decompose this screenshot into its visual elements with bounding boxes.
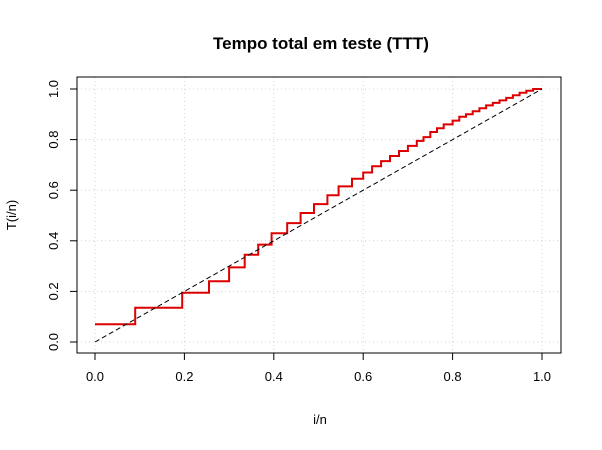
diagonal-reference-line bbox=[94, 88, 543, 343]
y-tick-label-3: 0.6 bbox=[46, 181, 61, 199]
x-tick-label-5: 1.0 bbox=[533, 369, 551, 384]
grid bbox=[77, 77, 561, 353]
y-tick-label-5: 1.0 bbox=[46, 80, 61, 98]
x-axis-label: i/n bbox=[313, 412, 327, 427]
y-axis: 0.0 0.2 0.4 0.6 0.8 1.0 bbox=[46, 80, 78, 351]
y-tick-label-0: 0.0 bbox=[46, 333, 61, 351]
y-tick-label-4: 0.8 bbox=[46, 131, 61, 149]
x-axis: 0.0 0.2 0.4 0.6 0.8 1.0 bbox=[86, 352, 551, 384]
x-tick-label-2: 0.4 bbox=[265, 369, 283, 384]
ttt-step-line bbox=[95, 88, 542, 326]
y-axis-label: T(i/n) bbox=[4, 200, 19, 230]
x-tick-label-4: 0.8 bbox=[444, 369, 462, 384]
x-tick-label-3: 0.6 bbox=[354, 369, 372, 384]
plot-lines bbox=[94, 88, 543, 343]
chart-title: Tempo total em teste (TTT) bbox=[213, 34, 429, 53]
x-tick-label-0: 0.0 bbox=[86, 369, 104, 384]
y-tick-label-2: 0.4 bbox=[46, 232, 61, 250]
y-tick-label-1: 0.2 bbox=[46, 282, 61, 300]
x-tick-label-1: 0.2 bbox=[175, 369, 193, 384]
